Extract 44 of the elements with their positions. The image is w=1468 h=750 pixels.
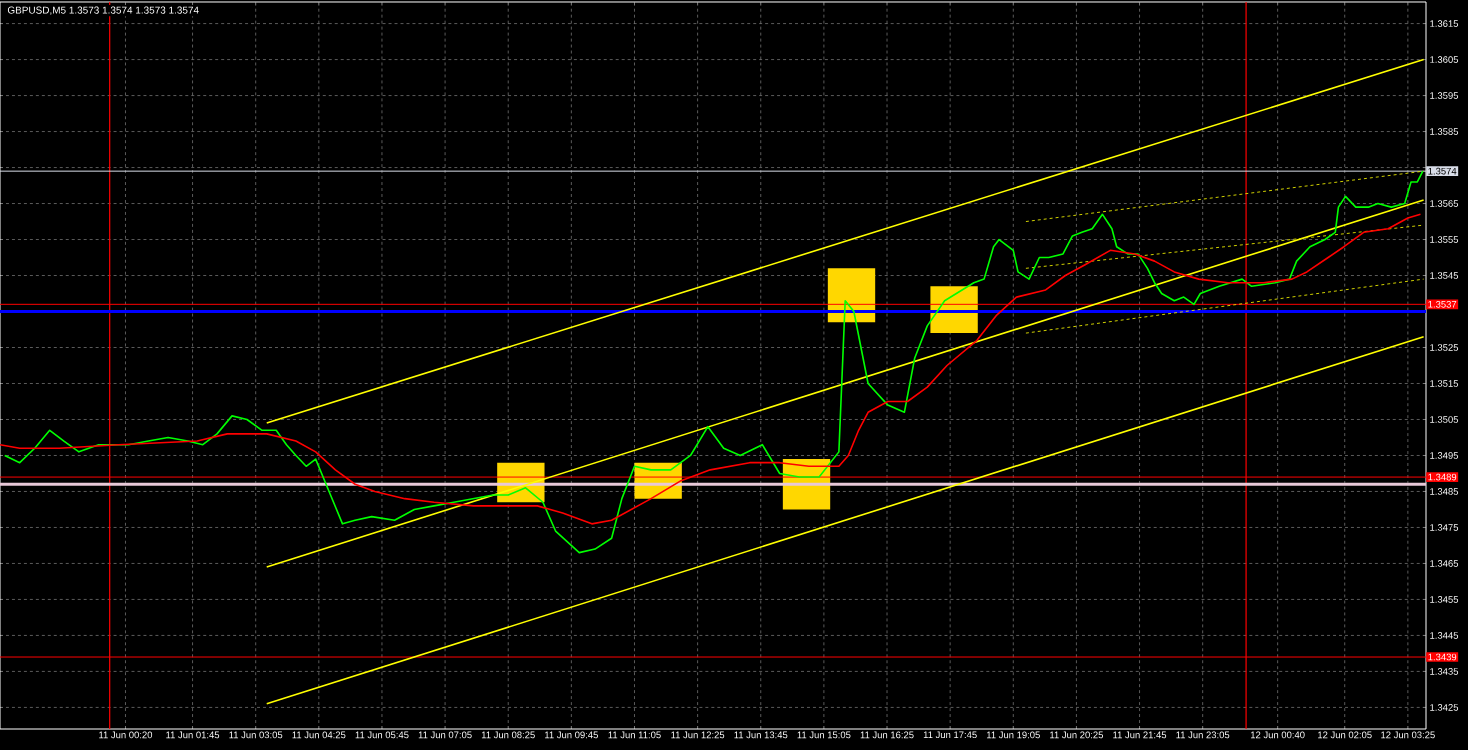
x-tick-label: 11 Jun 23:05	[1176, 731, 1230, 739]
y-tick-label: 1.3485	[1430, 488, 1459, 495]
x-tick-label: 12 Jun 02:05	[1318, 731, 1372, 739]
ref-line-label: 1.3537	[1428, 300, 1457, 308]
x-tick-label: 11 Jun 11:05	[608, 731, 661, 739]
x-tick-label: 11 Jun 01:45	[166, 731, 220, 739]
y-tick-label: 1.3545	[1430, 272, 1459, 279]
y-tick-label: 1.3605	[1430, 56, 1459, 63]
x-tick-label: 11 Jun 17:45	[923, 731, 977, 739]
y-tick-label: 1.3465	[1430, 560, 1459, 567]
ref-line-label: 1.3574	[1428, 167, 1457, 175]
x-tick-label: 11 Jun 07:05	[418, 731, 472, 739]
x-tick-label: 11 Jun 20:25	[1050, 731, 1104, 739]
x-tick-label: 11 Jun 03:05	[229, 731, 283, 739]
x-tick-label: 11 Jun 04:25	[292, 731, 346, 739]
ref-line-label: 1.3439	[1428, 653, 1457, 661]
x-tick-label: 12 Jun 00:40	[1251, 731, 1305, 739]
ref-line-label: 1.3489	[1428, 473, 1457, 481]
x-tick-label: 11 Jun 09:45	[545, 731, 598, 739]
x-tick-label: 12 Jun 03:25	[1381, 731, 1435, 739]
x-tick-label: 11 Jun 08:25	[481, 731, 535, 739]
x-tick-label: 11 Jun 00:20	[99, 731, 153, 739]
y-tick-label: 1.3585	[1430, 128, 1459, 135]
y-tick-label: 1.3515	[1430, 380, 1459, 387]
y-tick-label: 1.3555	[1430, 236, 1459, 243]
y-tick-label: 1.3455	[1430, 596, 1459, 603]
x-tick-label: 11 Jun 13:45	[734, 731, 788, 739]
x-tick-label: 11 Jun 16:25	[860, 731, 914, 739]
y-tick-label: 1.3475	[1430, 524, 1459, 531]
y-tick-label: 1.3615	[1430, 20, 1459, 27]
y-tick-label: 1.3525	[1430, 344, 1459, 351]
y-tick-label: 1.3445	[1430, 632, 1459, 639]
y-tick-label: 1.3495	[1430, 452, 1459, 459]
x-tick-label: 11 Jun 05:45	[355, 731, 409, 739]
y-tick-label: 1.3505	[1430, 416, 1459, 423]
y-tick-label: 1.3435	[1430, 668, 1459, 675]
x-tick-label: 11 Jun 21:45	[1113, 731, 1167, 739]
x-tick-label: 11 Jun 15:05	[797, 731, 851, 739]
y-tick-label: 1.3595	[1430, 92, 1459, 99]
y-tick-label: 1.3425	[1430, 704, 1459, 711]
y-tick-label: 1.3565	[1430, 200, 1459, 207]
x-tick-label: 11 Jun 12:25	[671, 731, 725, 739]
x-tick-label: 11 Jun 19:05	[986, 731, 1040, 739]
chart-title: GBPUSD,M5 1.3573 1.3574 1.3573 1.3574	[7, 6, 199, 15]
